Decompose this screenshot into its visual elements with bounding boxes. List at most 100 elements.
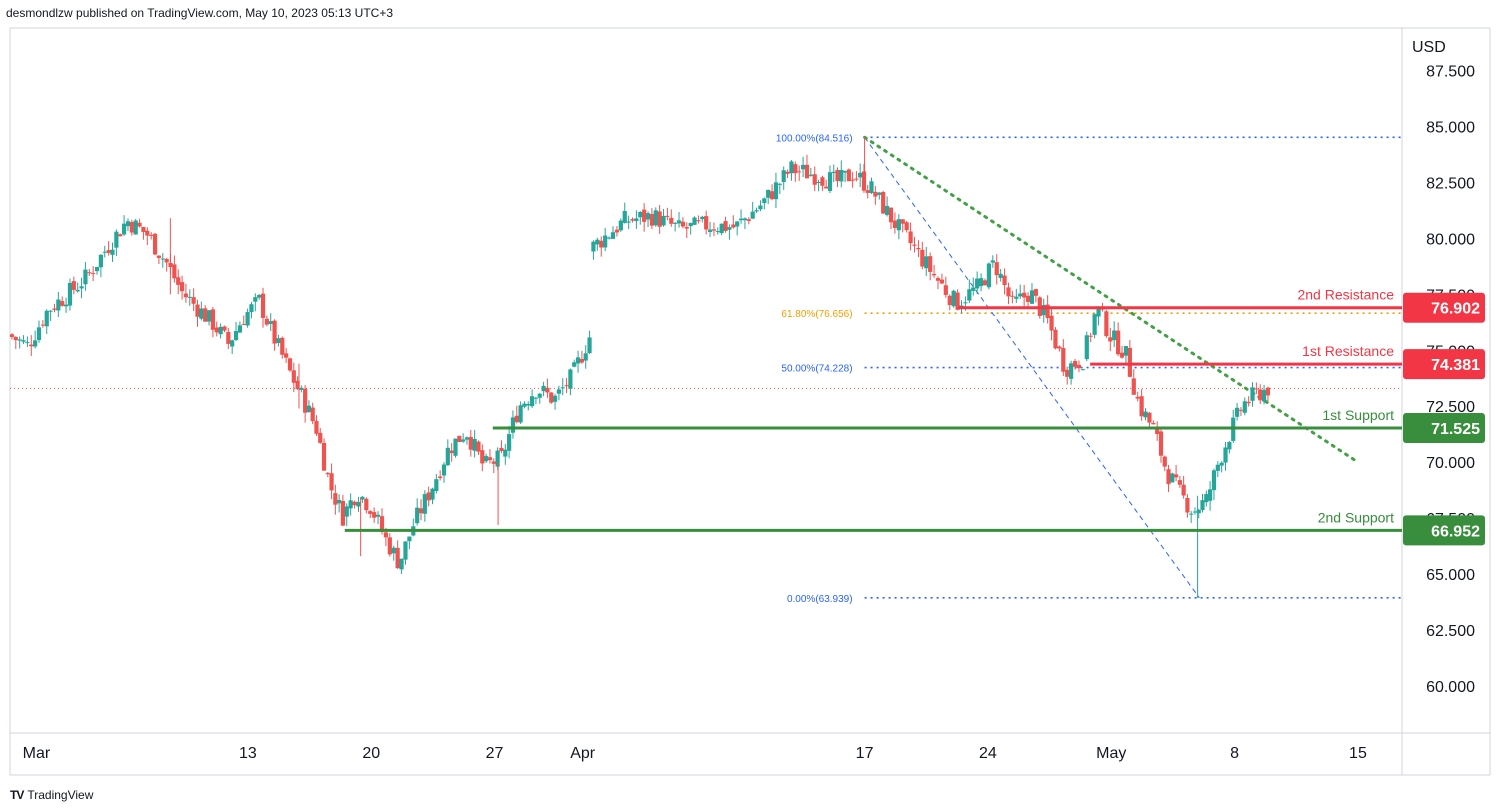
candle-body [118,234,123,237]
candle-body [457,435,462,443]
candle-body [102,251,107,253]
candle-body [839,169,844,182]
candle-body [924,256,929,269]
candle-body [797,171,802,173]
candle-body [638,212,643,218]
candle-body [861,171,867,191]
candle-body [804,164,810,179]
candle-body [264,318,269,325]
candle-body [280,337,285,355]
time-axis[interactable]: Mar 13 20 27 Apr 17 24 May 8 15 [23,745,1367,762]
candle-body [1029,290,1035,304]
candle-body [935,278,941,281]
candle-body [29,344,34,347]
candle-body [1049,315,1054,331]
candle-body [249,304,254,313]
candle-body [750,211,755,219]
candle-body [48,310,53,312]
candle-body [98,254,103,268]
candle-body [375,514,381,517]
candle-body [661,215,666,226]
candle-body [187,296,192,298]
candle-body [904,222,909,231]
fib-level-label: 100.00%(84.516) [776,133,853,144]
candle-body [560,387,565,389]
candle-body [1010,295,1015,297]
downtrend-line [863,135,1360,464]
candle-body [237,325,242,333]
candle-body [583,353,588,361]
candle-body [835,169,840,182]
candle-body [1143,411,1148,418]
candle-body [403,541,408,560]
candle-body [1108,337,1113,342]
candle-body [842,170,848,173]
candle-body [947,295,952,306]
candle-body [399,558,404,570]
candle-body [618,220,623,231]
candle-body [1258,389,1263,401]
candle-body [1265,387,1271,396]
candle-body [827,172,833,191]
candle-body [1002,275,1007,286]
candle-body [510,417,516,433]
candle-body [742,218,748,221]
candle-body [1158,431,1164,456]
candle-body [360,496,365,500]
candle-body [484,456,489,462]
candle-body [1053,329,1058,349]
candle-body [461,439,466,442]
candle-body [1025,295,1031,302]
candle-body [383,532,388,538]
candle-body [518,405,523,423]
candle-body [916,247,921,250]
brand-name: TradingView [27,788,94,802]
candle-body [766,189,771,198]
candle-body [1242,401,1247,413]
candle-body [873,191,878,197]
candle-body [1088,335,1093,337]
candle-body [614,229,620,233]
candle-body [599,240,604,248]
candle-body [556,389,562,394]
candle-body [91,273,96,275]
candle-body [692,217,697,225]
candle-body [541,385,546,392]
candle-body [982,280,988,286]
candle-body [777,183,782,185]
candle-body [963,302,968,304]
candle-body [40,324,45,326]
candle-body [329,473,334,491]
candle-body [665,215,670,217]
candle-body [931,273,937,276]
candle-body [568,369,573,389]
candle-body [846,169,851,182]
candle-body [318,432,323,443]
candle-body [1211,470,1217,491]
candle-body [1057,346,1062,349]
tradingview-brand[interactable]: TV TradingView [10,788,93,802]
candle-body [156,255,162,258]
candle-body [865,190,870,193]
candle-body [164,258,169,263]
candle-body [306,405,312,413]
time-tick-label: 20 [362,745,380,762]
candle-body [1200,500,1205,511]
candle-body [241,324,246,326]
candle-body [337,499,342,504]
candle-body [1123,346,1129,356]
candle-body [272,320,277,344]
candle-body [892,220,898,229]
support-resistance-levels: 2nd Resistance 76.902 1st Resistance 74.381… [344,287,1485,546]
candle-body [36,327,42,341]
candle-body [1061,347,1066,372]
candle-body [1219,462,1224,466]
candle-body [133,220,138,235]
fib-level-label: 61.80%(76.656) [781,309,852,320]
level-price-label: 74.381 [1431,357,1480,374]
candle-body [67,282,73,306]
candle-body [1192,511,1198,513]
level-price-tag [1403,349,1485,380]
candle-body [1155,427,1160,435]
